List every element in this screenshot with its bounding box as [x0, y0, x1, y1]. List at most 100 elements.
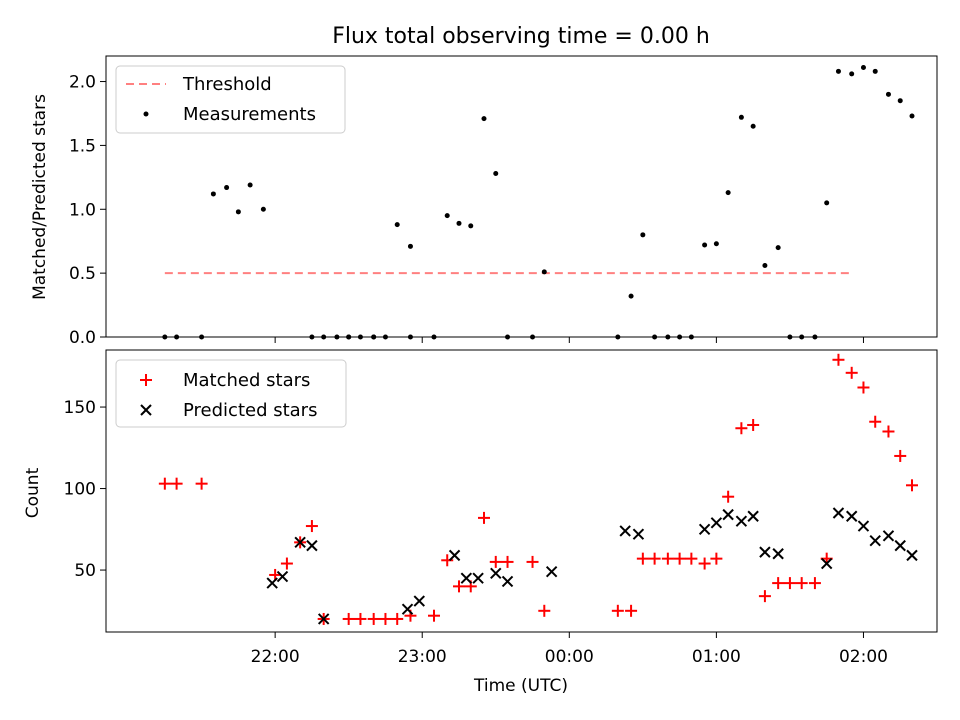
measurement-point [762, 262, 768, 268]
bottom-ytick-label: 100 [64, 480, 96, 500]
predicted-star-point [832, 507, 845, 519]
xtick-label: 23:00 [398, 647, 447, 667]
top-xticks [274, 337, 864, 343]
matched-star-point [280, 557, 293, 570]
measurement-point [702, 242, 708, 248]
bottom-legend: Matched stars Predicted stars [115, 359, 347, 428]
bottom-y-axis-label: Count [23, 467, 43, 518]
matched-star-point [170, 477, 183, 490]
measurement-point [849, 71, 855, 77]
measurement-point [382, 334, 388, 340]
measurement-point [456, 220, 462, 226]
predicted-star-point [401, 603, 414, 615]
xtick-label: 22:00 [251, 647, 300, 667]
predicted-star-point [460, 572, 473, 584]
predicted-star-point [722, 508, 734, 521]
top-axes-frame [105, 55, 938, 338]
top-ytick-label: 0.0 [69, 328, 96, 348]
predicted-star-point [857, 520, 870, 532]
matched-star-point [795, 577, 808, 590]
measurement-point [628, 293, 634, 299]
matched-star-point [698, 557, 711, 570]
predicted-star-point [317, 613, 330, 625]
matched-star-point [391, 612, 404, 625]
xtick-label: 00:00 [545, 647, 594, 667]
predicted-star-point [266, 577, 278, 589]
top-ytick-label: 2.0 [69, 73, 96, 93]
measurement-point [860, 64, 866, 70]
measurement-point [835, 68, 841, 74]
measurement-point [640, 232, 646, 238]
measurement-point [346, 334, 352, 340]
predicted-stars-points [266, 507, 918, 625]
matched-star-point [501, 555, 514, 568]
matched-star-point [685, 552, 698, 565]
predicted-star-point [772, 548, 784, 560]
top-ytick-label: 0.5 [69, 264, 96, 284]
matched-star-point [625, 604, 638, 617]
matched-star-point [772, 577, 785, 590]
measurement-point [897, 98, 903, 104]
matched-star-point [845, 366, 858, 379]
measurement-point [787, 334, 793, 340]
top-ytick-label: 1.0 [69, 200, 96, 220]
measurement-point [247, 182, 253, 188]
measurement-point [162, 334, 168, 340]
predicted-star-point [448, 549, 461, 562]
matched-star-point [808, 577, 821, 590]
top-panel: Matched/Predicted stars 0.00.51.01.52.0 … [30, 55, 938, 348]
legend-measurements-swatch [143, 111, 149, 117]
measurement-point [530, 334, 536, 340]
measurement-point [224, 185, 230, 191]
chart-title: Flux total observing time = 0.00 h [332, 24, 710, 49]
matched-star-point [305, 520, 318, 533]
legend-predicted-label: Predicted stars [183, 400, 317, 421]
predicted-star-point [710, 517, 723, 529]
matched-star-point [735, 422, 748, 435]
legend-predicted-swatch [140, 404, 152, 416]
measurement-point [309, 334, 315, 340]
predicted-star-point [759, 546, 771, 558]
matched-star-point [441, 554, 454, 567]
predicted-star-point [306, 539, 318, 552]
matched-star-point [783, 577, 796, 590]
matched-star-point [342, 612, 355, 625]
top-legend-box [115, 65, 346, 134]
measurement-point [799, 334, 805, 340]
predicted-star-point [490, 567, 502, 580]
matched-star-point [354, 612, 367, 625]
measurement-points [162, 64, 915, 340]
xtick-label: 02:00 [839, 647, 888, 667]
predicted-star-point [882, 530, 895, 542]
bottom-ytick-label: 150 [64, 398, 96, 418]
matched-star-point [710, 552, 723, 565]
predicted-star-point [472, 572, 484, 584]
legend-matched-swatch [140, 374, 152, 386]
matched-star-point [857, 381, 870, 394]
measurement-point [872, 68, 878, 74]
predicted-star-point [735, 515, 748, 527]
measurement-point [260, 206, 266, 212]
matched-star-point [832, 353, 845, 366]
measurement-point [334, 334, 340, 340]
measurement-point [615, 334, 621, 340]
predicted-star-point [619, 525, 631, 537]
matched-star-point [367, 612, 380, 625]
measurement-point [665, 334, 671, 340]
measurement-point [235, 209, 241, 215]
matched-star-point [882, 425, 895, 438]
predicted-star-point [894, 539, 906, 552]
x-axis-label: Time (UTC) [473, 676, 568, 696]
bottom-xticks: 22:00 23:00 00:00 01:00 02:00 [251, 632, 888, 667]
measurement-point [713, 241, 719, 247]
predicted-star-point [698, 523, 711, 536]
measurement-point [407, 334, 413, 340]
bottom-panel: Count Time (UTC) 50 100 150 22:00 23:00 00:0… [23, 349, 938, 696]
predicted-star-point [276, 570, 289, 583]
top-yticks: 0.0 0.5 1.0 1.5 2.0 [69, 73, 106, 348]
matched-star-point [648, 552, 661, 565]
matched-star-point [661, 552, 674, 565]
measurement-point [909, 113, 915, 119]
measurement-point [738, 114, 744, 120]
measurement-point [885, 91, 891, 97]
